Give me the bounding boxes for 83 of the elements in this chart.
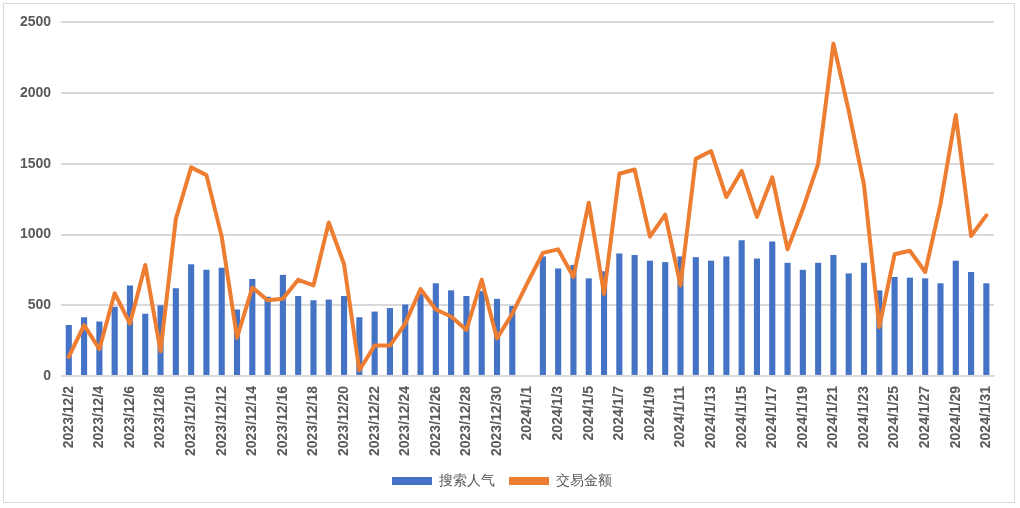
bar	[845, 273, 852, 375]
x-tick-label: 2023/12/22	[365, 385, 382, 457]
bar	[968, 271, 975, 375]
bar	[906, 277, 913, 375]
bar	[585, 278, 592, 375]
bar	[952, 260, 959, 375]
bar	[708, 260, 715, 375]
bar	[325, 299, 332, 375]
bar	[830, 255, 837, 375]
x-tick-label: 2023/12/30	[487, 385, 504, 457]
x-tick-label: 2024/1/1	[518, 385, 535, 441]
bar	[799, 269, 806, 375]
bar	[983, 283, 990, 375]
bar	[860, 262, 868, 375]
x-tick-label: 2024/1/21	[824, 385, 841, 449]
x-tick-label: 2024/1/27	[916, 385, 933, 449]
bar	[172, 288, 179, 375]
x-tick-label: 2024/1/25	[885, 385, 902, 449]
x-tick-label: 2023/12/14	[243, 385, 260, 457]
bar	[815, 262, 822, 375]
bar	[341, 296, 348, 375]
x-tick-label: 2023/12/12	[212, 385, 229, 457]
bar	[203, 269, 210, 375]
bar	[478, 291, 485, 375]
x-tick-label: 2023/12/2	[59, 385, 76, 449]
x-tick-label: 2023/12/6	[120, 385, 137, 449]
bar	[738, 240, 745, 375]
bar	[922, 278, 929, 375]
x-tick-label: 2024/1/23	[854, 385, 871, 449]
x-tick-label: 2024/1/13	[701, 385, 718, 449]
bar	[279, 274, 286, 375]
x-tick-label: 2024/1/15	[732, 385, 749, 449]
x-tick-label: 2023/12/16	[273, 385, 290, 457]
bar	[769, 241, 776, 375]
bar	[662, 262, 669, 375]
bar	[448, 290, 455, 375]
y-tick-label: 1500	[19, 154, 52, 171]
x-tick-label: 2024/1/29	[946, 385, 963, 449]
bar	[646, 260, 653, 375]
bar	[692, 257, 699, 375]
bar	[753, 258, 761, 375]
legend-label: 交易金额	[556, 471, 612, 488]
x-tick-label: 2023/12/8	[151, 385, 168, 449]
y-tick-label: 2500	[19, 13, 52, 30]
bar	[432, 283, 439, 375]
bar	[142, 313, 149, 375]
bar	[616, 253, 623, 375]
y-tick-label: 1000	[19, 225, 52, 242]
x-tick-label: 2023/12/18	[304, 385, 321, 457]
x-tick-label: 2024/1/19	[793, 385, 810, 449]
bar	[631, 255, 638, 375]
bar	[539, 256, 546, 375]
x-tick-label: 2024/1/3	[549, 385, 566, 441]
bar	[555, 268, 562, 375]
x-tick-label: 2023/12/28	[457, 385, 474, 457]
x-tick-label: 2023/12/24	[396, 385, 413, 457]
x-tick-label: 2023/12/4	[90, 385, 107, 449]
y-tick-label: 500	[27, 296, 52, 313]
x-tick-label: 2023/12/10	[181, 385, 198, 457]
x-tick-label: 2023/12/26	[426, 385, 443, 457]
bar	[386, 308, 393, 375]
x-tick-label: 2024/1/11	[671, 385, 688, 448]
bar	[570, 264, 577, 375]
x-tick-label: 2023/12/20	[334, 385, 351, 457]
x-tick-label: 2024/1/7	[610, 385, 627, 441]
bar	[264, 296, 271, 375]
bar	[784, 262, 791, 375]
x-tick-label: 2024/1/9	[640, 385, 657, 441]
bar	[723, 256, 730, 375]
bar	[417, 293, 424, 375]
bar	[218, 267, 225, 375]
x-tick-label: 2024/1/17	[763, 385, 780, 449]
bar	[111, 306, 118, 375]
bar	[188, 264, 195, 375]
y-tick-label: 0	[43, 366, 52, 383]
bar	[891, 276, 898, 375]
x-tick-label: 2024/1/31	[977, 385, 994, 449]
legend-label: 搜索人气	[439, 471, 495, 488]
y-tick-label: 2000	[19, 83, 52, 100]
x-tick-label: 2024/1/5	[579, 385, 596, 441]
bar	[937, 283, 944, 375]
bar	[310, 300, 317, 375]
bar	[295, 296, 302, 375]
